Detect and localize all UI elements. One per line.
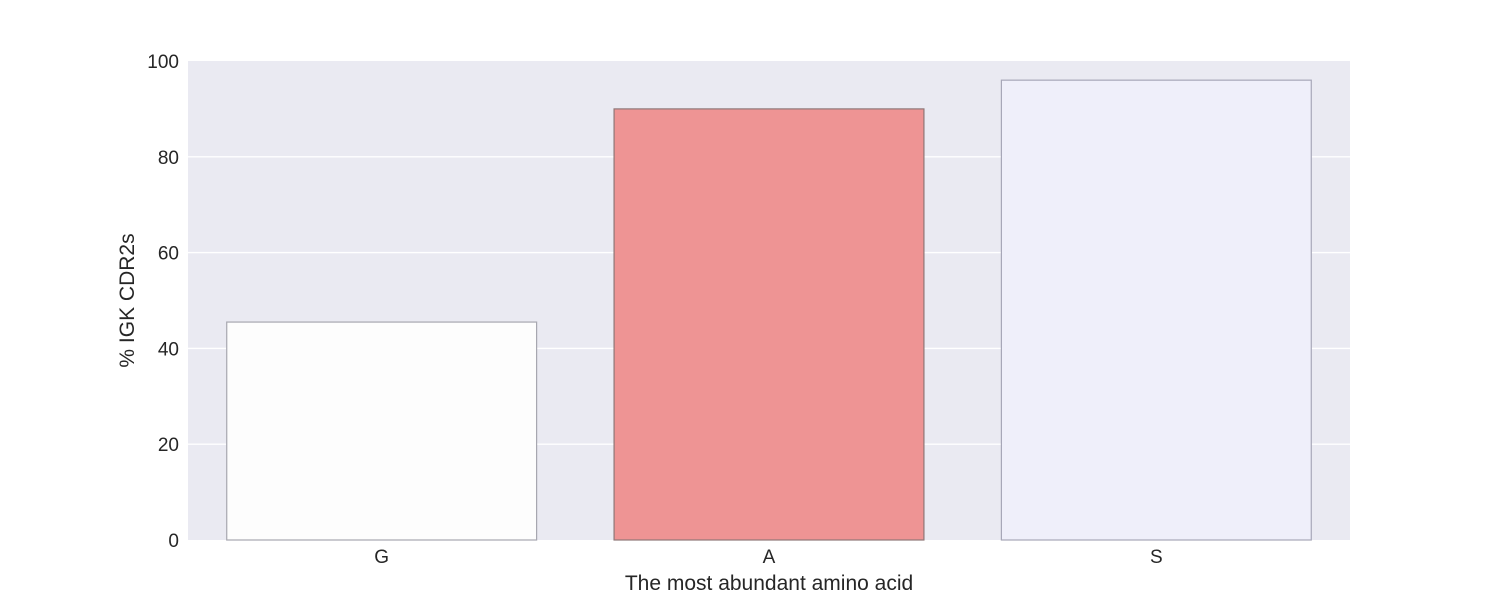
y-tick-label-0: 0 <box>168 531 179 552</box>
x-axis-label: The most abundant amino acid <box>625 572 913 595</box>
y-tick-label-60: 60 <box>158 244 179 265</box>
bar-S <box>1000 79 1312 541</box>
y-tick-label-80: 80 <box>158 148 179 169</box>
bar-G <box>226 321 538 541</box>
y-axis-label: % IGK CDR2s <box>116 233 139 367</box>
y-tick-label-20: 20 <box>158 435 179 456</box>
x-tick-label-G: G <box>374 547 389 568</box>
bar-A <box>613 108 925 541</box>
y-tick-label-40: 40 <box>158 339 179 360</box>
x-tick-label-S: S <box>1150 547 1163 568</box>
y-tick-label-100: 100 <box>147 52 179 73</box>
x-tick-label-A: A <box>763 547 776 568</box>
